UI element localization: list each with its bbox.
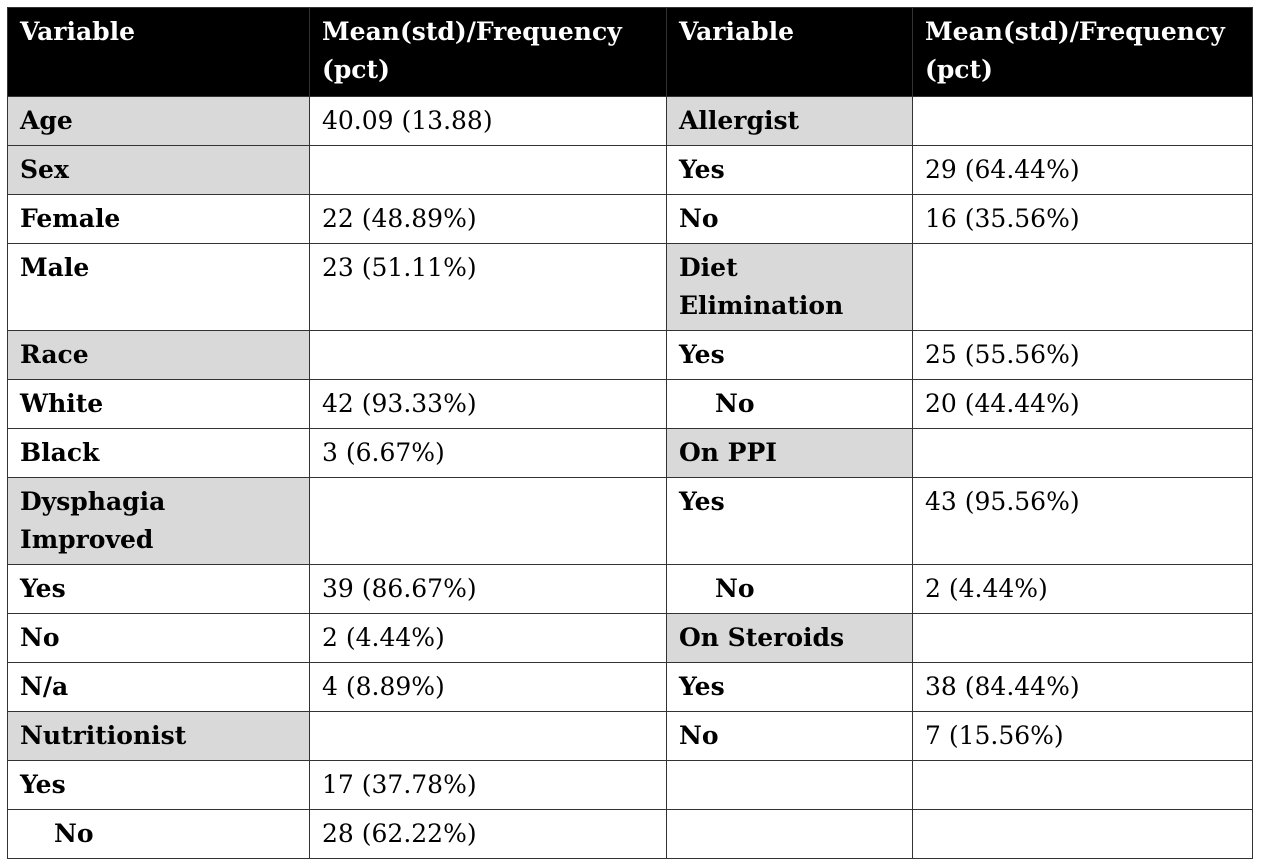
value-cell: 2 (4.44%) [309,613,667,663]
table-row: Male 23 (51.11%) Diet Elimination [7,243,1253,331]
category-cell: Yes [666,477,913,565]
category-cell: Female [7,194,310,244]
variable-cell: On PPI [666,428,913,478]
header-variable-left: Variable [7,7,310,97]
table-container: Variable Mean(std)/Frequency (pct) Varia… [7,7,1253,859]
variable-cell: Sex [7,145,310,195]
value-cell: 22 (48.89%) [309,194,667,244]
variable-cell: Age [7,96,310,146]
variable-cell: Allergist [666,96,913,146]
category-cell: White [7,379,310,429]
table-row: Age 40.09 (13.88) Allergist [7,96,1253,146]
value-cell: 4 (8.89%) [309,662,667,712]
header-row: Variable Mean(std)/Frequency (pct) Varia… [7,7,1253,97]
value-cell [309,330,667,380]
category-cell: Yes [666,145,913,195]
value-cell: 28 (62.22%) [309,809,667,859]
category-cell: Yes [666,330,913,380]
table-row: Dysphagia Improved Yes 43 (95.56%) [7,477,1253,565]
header-variable-right: Variable [666,7,913,97]
value-cell [309,477,667,565]
table-row: Female 22 (48.89%) No 16 (35.56%) [7,194,1253,244]
value-cell: 20 (44.44%) [912,379,1253,429]
variable-cell: Dysphagia Improved [7,477,310,565]
summary-table: Variable Mean(std)/Frequency (pct) Varia… [7,7,1253,859]
value-cell: 17 (37.78%) [309,760,667,810]
header-value-left: Mean(std)/Frequency (pct) [309,7,667,97]
category-cell: Yes [666,662,913,712]
table-row: Race Yes 25 (55.56%) [7,330,1253,380]
value-cell: 42 (93.33%) [309,379,667,429]
variable-cell: Diet Elimination [666,243,913,331]
table-row: Yes 17 (37.78%) [7,760,1253,810]
category-cell: N/a [7,662,310,712]
value-cell [912,613,1253,663]
table-row: No 28 (62.22%) [7,809,1253,859]
header-value-right: Mean(std)/Frequency (pct) [912,7,1253,97]
empty-cell [666,809,913,859]
empty-cell [666,760,913,810]
value-cell: 23 (51.11%) [309,243,667,331]
category-cell: Black [7,428,310,478]
value-cell: 43 (95.56%) [912,477,1253,565]
table-row: Nutritionist No 7 (15.56%) [7,711,1253,761]
value-cell [309,145,667,195]
variable-cell: Race [7,330,310,380]
table-row: Sex Yes 29 (64.44%) [7,145,1253,195]
category-cell: No [7,613,310,663]
table-row: Black 3 (6.67%) On PPI [7,428,1253,478]
value-cell: 39 (86.67%) [309,564,667,614]
value-cell: 16 (35.56%) [912,194,1253,244]
value-cell [309,711,667,761]
value-cell [912,243,1253,331]
table-row: N/a 4 (8.89%) Yes 38 (84.44%) [7,662,1253,712]
table-row: Yes 39 (86.67%) No 2 (4.44%) [7,564,1253,614]
table-row: White 42 (93.33%) No 20 (44.44%) [7,379,1253,429]
value-cell: 25 (55.56%) [912,330,1253,380]
value-cell [912,428,1253,478]
value-cell: 3 (6.67%) [309,428,667,478]
category-cell: No [666,194,913,244]
value-cell [912,96,1253,146]
empty-cell [912,809,1253,859]
category-cell: Male [7,243,310,331]
value-cell: 7 (15.56%) [912,711,1253,761]
category-cell: No [666,564,913,614]
category-cell: No [666,711,913,761]
category-cell: Yes [7,564,310,614]
category-cell: Yes [7,760,310,810]
table-row: No 2 (4.44%) On Steroids [7,613,1253,663]
variable-cell: Nutritionist [7,711,310,761]
value-cell: 38 (84.44%) [912,662,1253,712]
variable-cell: On Steroids [666,613,913,663]
category-cell: No [7,809,310,859]
empty-cell [912,760,1253,810]
value-cell: 40.09 (13.88) [309,96,667,146]
value-cell: 2 (4.44%) [912,564,1253,614]
value-cell: 29 (64.44%) [912,145,1253,195]
category-cell: No [666,379,913,429]
